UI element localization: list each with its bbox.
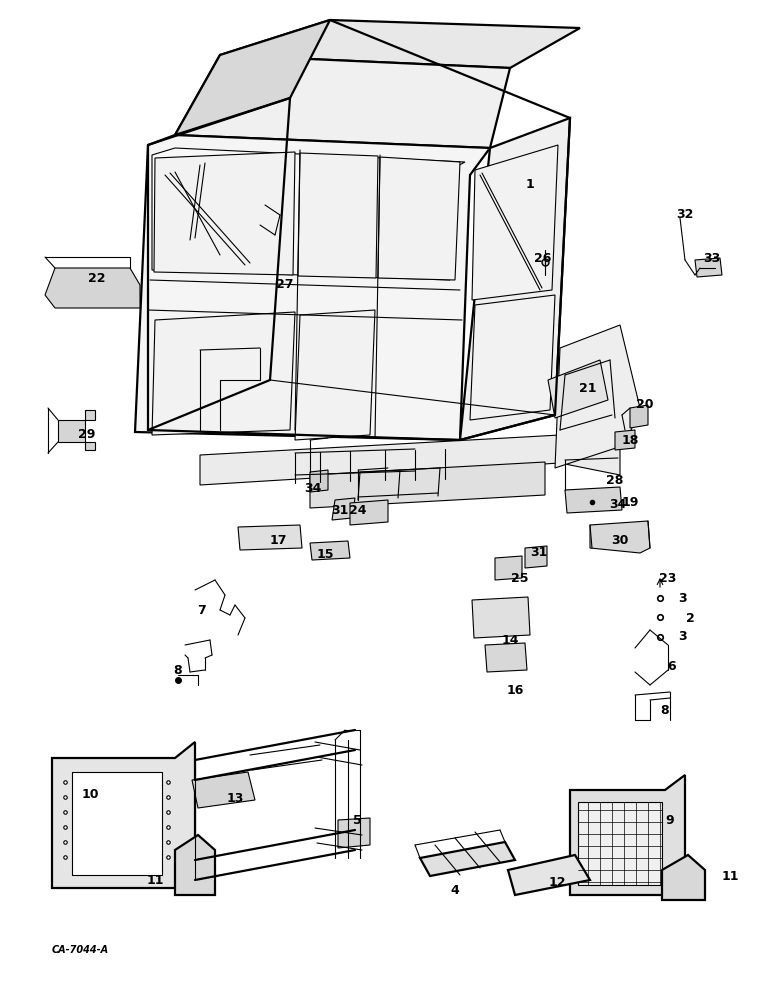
Text: 26: 26 — [534, 251, 552, 264]
Text: 6: 6 — [668, 660, 676, 674]
Text: CA-7044-A: CA-7044-A — [52, 945, 109, 955]
Text: 29: 29 — [78, 428, 96, 442]
Polygon shape — [350, 500, 388, 525]
Text: 12: 12 — [548, 876, 566, 888]
Polygon shape — [298, 153, 378, 278]
Polygon shape — [472, 597, 530, 638]
Polygon shape — [310, 470, 328, 492]
Polygon shape — [175, 835, 215, 895]
Text: 11: 11 — [146, 874, 164, 886]
Text: 17: 17 — [269, 534, 286, 546]
Text: 16: 16 — [506, 684, 523, 696]
Text: 4: 4 — [451, 884, 459, 896]
Text: 8: 8 — [661, 704, 669, 716]
Polygon shape — [338, 818, 370, 848]
Polygon shape — [154, 152, 295, 275]
Text: 3: 3 — [679, 631, 687, 644]
Text: 13: 13 — [226, 792, 244, 804]
Polygon shape — [548, 360, 608, 418]
Text: 20: 20 — [636, 398, 654, 412]
Polygon shape — [192, 772, 255, 808]
Polygon shape — [45, 268, 140, 308]
Polygon shape — [570, 775, 685, 895]
Polygon shape — [630, 405, 648, 428]
Text: 32: 32 — [676, 209, 694, 222]
Text: 3: 3 — [679, 591, 687, 604]
Text: 23: 23 — [659, 572, 677, 584]
Text: 19: 19 — [621, 496, 638, 510]
Text: 31: 31 — [331, 504, 349, 516]
Text: 24: 24 — [349, 504, 367, 516]
Polygon shape — [555, 325, 640, 468]
Polygon shape — [460, 118, 570, 440]
Text: 14: 14 — [501, 634, 519, 647]
Polygon shape — [495, 556, 522, 580]
Text: 11: 11 — [721, 870, 739, 884]
Polygon shape — [590, 521, 650, 553]
Text: 28: 28 — [606, 474, 624, 487]
Text: 18: 18 — [621, 434, 638, 446]
Polygon shape — [295, 310, 375, 440]
Text: 22: 22 — [88, 271, 106, 284]
Polygon shape — [152, 148, 465, 280]
Polygon shape — [175, 20, 330, 135]
Polygon shape — [662, 855, 705, 900]
Text: 25: 25 — [511, 572, 529, 584]
Polygon shape — [200, 435, 620, 485]
Text: 33: 33 — [703, 251, 720, 264]
Polygon shape — [310, 462, 545, 508]
Polygon shape — [485, 643, 527, 672]
Text: 34: 34 — [304, 482, 322, 494]
Polygon shape — [72, 772, 162, 875]
Polygon shape — [472, 145, 558, 300]
Text: 15: 15 — [317, 548, 334, 562]
Polygon shape — [525, 546, 547, 568]
Text: 21: 21 — [579, 381, 597, 394]
Text: 10: 10 — [81, 788, 99, 802]
Text: 31: 31 — [530, 546, 547, 560]
Polygon shape — [310, 541, 350, 560]
Text: 8: 8 — [174, 664, 182, 676]
Polygon shape — [175, 55, 510, 148]
Polygon shape — [52, 742, 195, 888]
Polygon shape — [332, 498, 355, 520]
Polygon shape — [238, 525, 302, 550]
Polygon shape — [420, 842, 515, 876]
Polygon shape — [615, 430, 635, 450]
Polygon shape — [695, 258, 722, 277]
Text: 2: 2 — [686, 611, 694, 624]
Polygon shape — [565, 487, 622, 513]
Text: 1: 1 — [526, 178, 534, 192]
Polygon shape — [470, 295, 555, 420]
Polygon shape — [152, 312, 295, 435]
Polygon shape — [220, 20, 580, 68]
Text: 7: 7 — [198, 603, 206, 616]
Polygon shape — [58, 410, 95, 450]
Polygon shape — [378, 157, 460, 280]
Text: 27: 27 — [276, 278, 294, 292]
Polygon shape — [508, 855, 590, 895]
Text: 5: 5 — [353, 814, 361, 826]
Polygon shape — [578, 802, 662, 885]
Text: 9: 9 — [665, 814, 674, 826]
Text: 30: 30 — [611, 534, 628, 546]
Polygon shape — [135, 135, 490, 440]
Text: 34: 34 — [609, 498, 627, 512]
